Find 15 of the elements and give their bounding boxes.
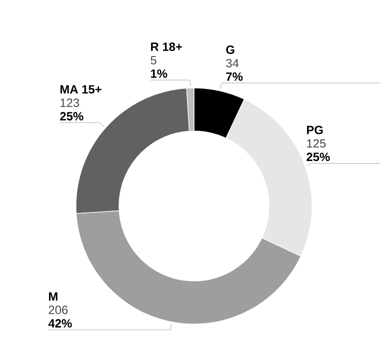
text: 206 bbox=[48, 306, 68, 314]
data-label: 1% bbox=[150, 69, 168, 78]
text: 34 bbox=[226, 58, 239, 68]
data-label: 25% bbox=[306, 152, 330, 162]
text: 123 bbox=[60, 98, 80, 108]
text: 5 bbox=[150, 56, 156, 64]
slice-label: M bbox=[48, 292, 58, 301]
data-label: 7% bbox=[226, 72, 243, 81]
text: 125 bbox=[307, 139, 326, 148]
slice-label: MA 15+ bbox=[60, 85, 102, 94]
data-label: 42% bbox=[48, 319, 72, 328]
slice-label: G bbox=[226, 45, 234, 54]
slice-label: PG bbox=[307, 126, 323, 134]
slice-label: R 18+ bbox=[151, 42, 182, 51]
data-label: 25% bbox=[60, 112, 84, 120]
